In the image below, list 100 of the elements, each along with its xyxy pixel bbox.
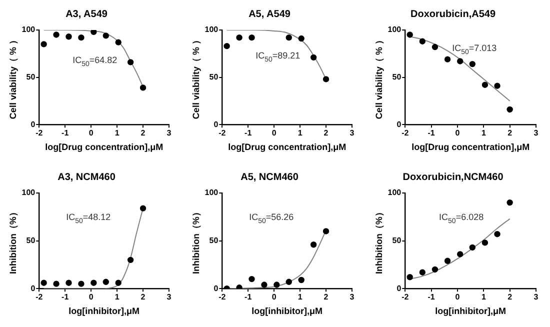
x-axis-title: log[Drug concentration],μM (412, 142, 530, 152)
point (102, 32, 109, 39)
y-tick-label: 50 (26, 72, 36, 82)
x-tick-label: 3 (166, 128, 172, 138)
point (286, 278, 292, 286)
point (298, 35, 304, 42)
y-tick-label: 100 (204, 188, 219, 198)
y-tick-label: 50 (392, 72, 402, 82)
y-axis-title: Cell viability（ % ） (190, 36, 201, 120)
x-tick-label: 2 (508, 292, 513, 302)
x-tick-label: 1 (481, 128, 486, 138)
chart-title: A5, A549 (248, 8, 291, 20)
x-tick-label: 2 (508, 128, 513, 138)
y-tick-label: 50 (26, 236, 36, 246)
y-axis-title: Cell viability（ % ） (8, 36, 18, 120)
chart-title: Doxorubicin,A549 (410, 8, 496, 20)
x-tick-label: -1 (62, 292, 70, 302)
point (444, 56, 451, 62)
y-tick-label: 50 (209, 236, 219, 246)
x-axis-title: log[Drug concentration],μM (45, 142, 164, 152)
point (40, 41, 47, 48)
y-tick-label: 100 (22, 188, 36, 198)
point (90, 280, 97, 286)
point (90, 30, 97, 35)
point (494, 82, 500, 89)
x-tick-label: 0 (272, 292, 277, 302)
point (322, 228, 330, 234)
point (78, 280, 84, 287)
point (469, 60, 476, 68)
point (78, 34, 84, 41)
point (102, 278, 109, 286)
x-tick-label: -1 (428, 292, 436, 302)
chart-title: A3, A549 (66, 8, 108, 20)
point (127, 59, 134, 66)
point (115, 280, 122, 286)
y-tick-label: 0 (30, 120, 36, 129)
x-tick-label: 3 (534, 128, 539, 138)
point (261, 282, 268, 288)
x-tick-label: 1 (481, 292, 486, 302)
y-axis-title: Inhibition（%） (8, 208, 18, 274)
point (406, 274, 413, 280)
point (298, 276, 304, 284)
point (432, 44, 438, 50)
y-tick-label: 0 (214, 284, 219, 293)
point (286, 34, 292, 41)
point (53, 32, 60, 38)
x-tick-label: 0 (455, 292, 460, 302)
point (419, 269, 426, 276)
point (322, 76, 330, 82)
x-tick-label: 0 (272, 128, 277, 138)
chart-title: A3, NCM460 (58, 172, 116, 183)
x-tick-label: 1 (298, 292, 303, 302)
point (444, 258, 451, 264)
y-tick-label: 50 (209, 72, 219, 82)
x-axis-title: log[Drug concentration],μM (228, 142, 346, 152)
x-tick-label: -2 (218, 128, 226, 138)
point (66, 34, 72, 40)
x-tick-label: -2 (218, 292, 226, 302)
x-tick-label: -2 (36, 128, 44, 138)
x-tick-label: 2 (140, 292, 146, 302)
y-tick-label: 0 (30, 284, 36, 293)
x-tick-label: 1 (298, 128, 303, 138)
point (457, 58, 464, 64)
x-axis-title: log[inhibitor],μM (68, 306, 140, 316)
point (127, 256, 134, 264)
point (310, 242, 317, 248)
x-tick-label: -2 (36, 292, 44, 302)
x-tick-label: 1 (114, 292, 120, 302)
y-tick-label: 100 (204, 25, 219, 34)
point (506, 199, 513, 206)
x-tick-label: 2 (324, 292, 329, 302)
x-tick-label: 2 (140, 128, 146, 138)
x-tick-label: 0 (88, 128, 94, 138)
x-tick-label: 1 (114, 128, 120, 138)
x-tick-label: 3 (350, 128, 355, 138)
y-tick-label: 50 (392, 236, 402, 246)
point (506, 106, 513, 113)
point (224, 42, 230, 50)
x-tick-label: 3 (166, 292, 172, 302)
chart-title: A5, NCM460 (240, 172, 299, 183)
point (494, 231, 500, 238)
y-tick-label: 0 (214, 120, 219, 129)
y-tick-label: 100 (22, 25, 36, 34)
x-tick-label: 0 (455, 128, 460, 138)
point (236, 34, 242, 41)
x-axis-title: log[inhibitor],μM (435, 306, 506, 316)
x-tick-label: 0 (88, 292, 94, 302)
point (40, 280, 47, 286)
x-tick-label: 2 (324, 128, 329, 138)
x-axis-title: log[inhibitor],μM (252, 306, 323, 316)
x-tick-label: -1 (244, 292, 252, 302)
point (140, 84, 146, 91)
point (115, 39, 122, 46)
chart-title: Doxorubicin,NCM460 (402, 172, 504, 183)
y-axis-title: Cell viability（ % ） (374, 36, 384, 120)
point (457, 251, 464, 258)
y-tick-label: 0 (396, 284, 402, 293)
point (482, 82, 488, 88)
x-tick-label: -2 (402, 292, 410, 302)
point (406, 32, 413, 38)
